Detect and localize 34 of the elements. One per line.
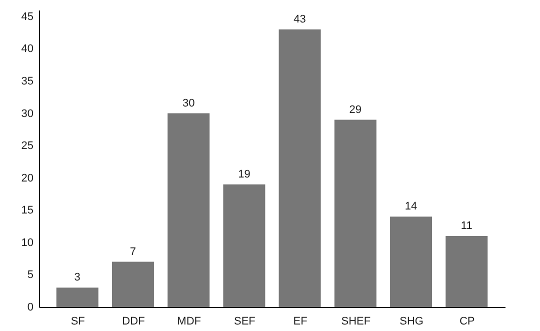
x-tick-label: SF (70, 316, 86, 328)
bar (446, 236, 488, 307)
bar (334, 120, 376, 307)
x-tick-label: SHG (400, 316, 424, 328)
data-label: 43 (294, 13, 306, 26)
y-tick-label: 10 (21, 236, 34, 249)
y-tick-label: 30 (21, 108, 34, 120)
bar (112, 262, 154, 307)
x-tick-label: MDF (177, 316, 202, 328)
bar (278, 29, 321, 307)
y-tick-label: 0 (27, 302, 34, 314)
y-tick-label: 40 (21, 43, 34, 56)
x-tick-label: CP (459, 316, 475, 328)
data-label: 19 (238, 168, 250, 180)
y-tick-label: 15 (21, 204, 34, 217)
data-label: 3 (74, 272, 80, 284)
data-label: 7 (130, 246, 136, 258)
x-tick-label: SHEF (341, 316, 371, 328)
x-tick-label: DDF (122, 316, 146, 328)
bar (56, 288, 98, 307)
bar (168, 113, 210, 307)
y-tick-label: 45 (21, 10, 34, 23)
data-label: 14 (404, 200, 418, 213)
x-tick-label: SEF (234, 316, 256, 328)
bar (390, 216, 432, 307)
y-tick-label: 20 (21, 172, 34, 184)
y-tick-label: 25 (21, 140, 34, 152)
data-label: 11 (460, 220, 472, 232)
bar (223, 184, 266, 307)
data-label: 30 (182, 97, 195, 110)
x-tick-label: EF (293, 316, 308, 328)
y-tick-label: 5 (27, 269, 34, 282)
data-label: 29 (349, 104, 362, 116)
y-tick-label: 35 (21, 76, 34, 88)
